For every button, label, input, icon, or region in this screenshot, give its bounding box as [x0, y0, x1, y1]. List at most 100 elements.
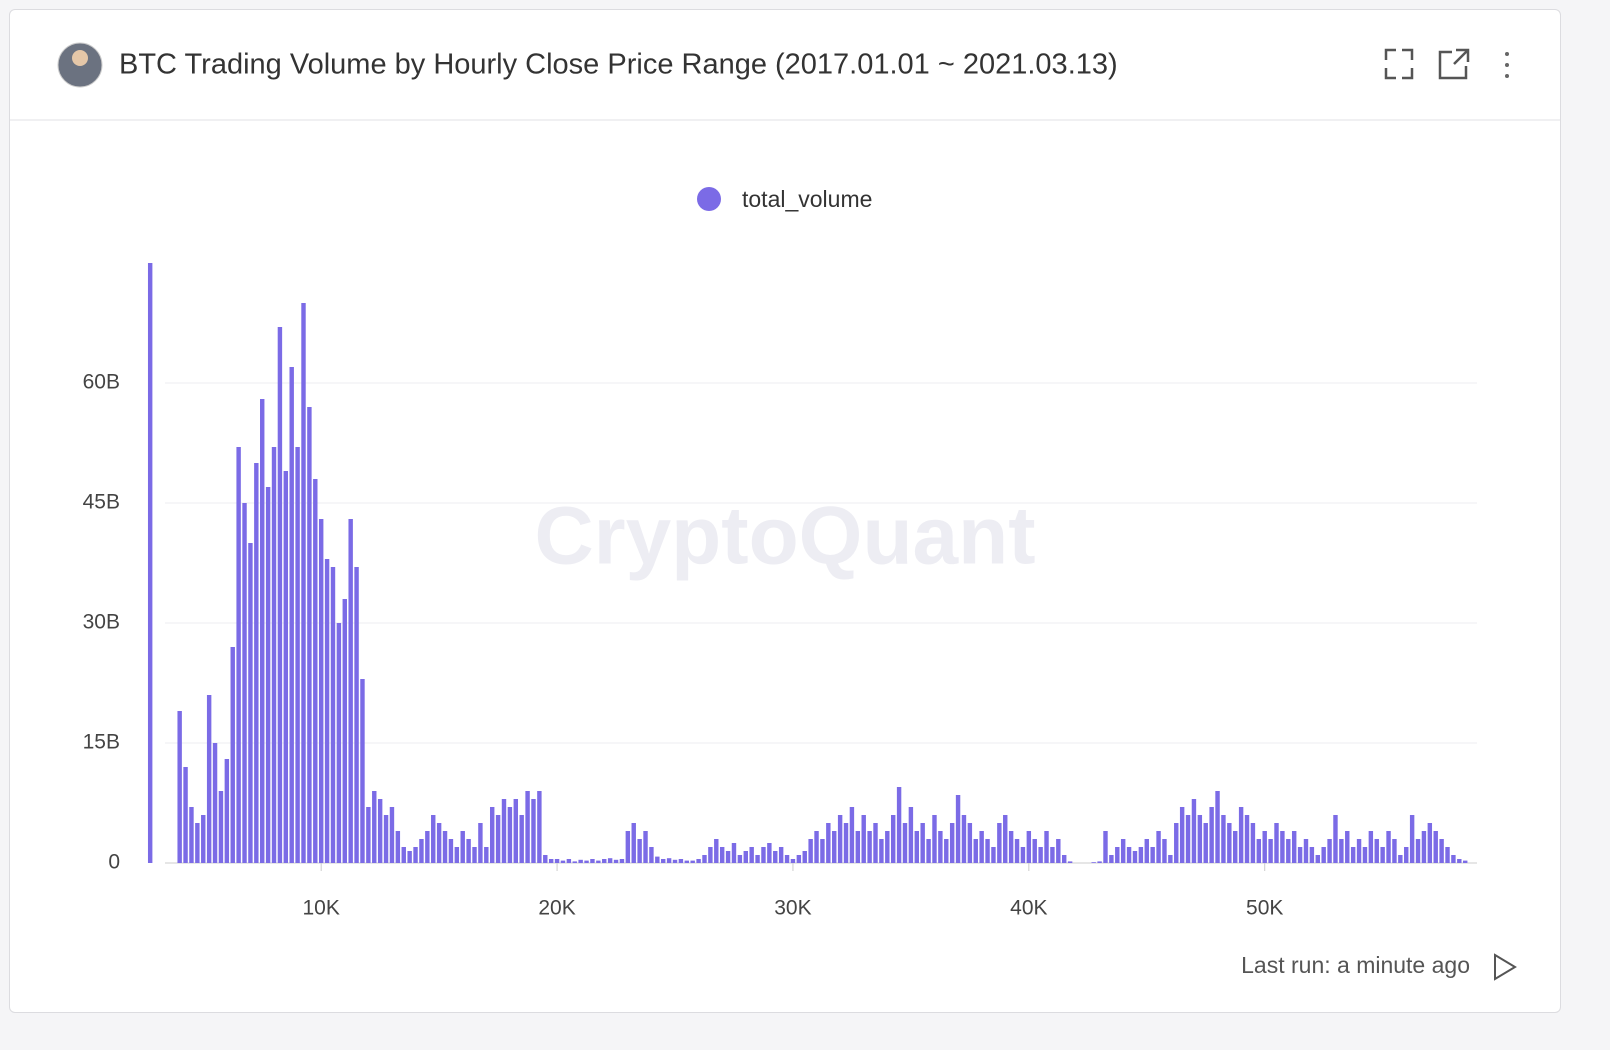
bar [914, 831, 919, 863]
bar [1439, 839, 1444, 863]
bar [814, 831, 819, 863]
bar [661, 859, 666, 863]
bar [1238, 807, 1244, 863]
bar [1404, 847, 1409, 863]
bar [448, 839, 454, 863]
bar [531, 799, 536, 863]
bar [619, 859, 625, 863]
bar [944, 839, 949, 863]
run-button[interactable] [1494, 953, 1517, 981]
bar [1050, 847, 1055, 863]
bar [1227, 823, 1232, 863]
bar [1321, 847, 1326, 863]
bar [1221, 815, 1226, 863]
bar [271, 447, 277, 863]
bar [643, 831, 648, 863]
bar [495, 815, 501, 863]
bar [1209, 807, 1214, 863]
bar [1368, 831, 1374, 863]
bar [425, 831, 430, 863]
bar [755, 855, 760, 863]
bar [1020, 847, 1026, 863]
bar [1350, 847, 1356, 863]
y-tick-label: 30B [83, 611, 120, 634]
bar [778, 847, 784, 863]
bar [436, 823, 442, 863]
bar [1333, 815, 1338, 863]
x-tick-label: 50K [1246, 897, 1283, 920]
legend-marker [697, 187, 721, 211]
fullscreen-button[interactable] [1384, 48, 1414, 80]
bar [1286, 839, 1291, 863]
bar [1262, 831, 1267, 863]
bar [489, 807, 495, 863]
bar [525, 791, 530, 863]
bar [1374, 839, 1379, 863]
bar [861, 815, 866, 863]
bar [1138, 847, 1144, 863]
bar [324, 559, 330, 863]
bar [401, 847, 406, 863]
bar [832, 831, 837, 863]
bar [395, 831, 401, 863]
bar [1008, 831, 1014, 863]
bar [1097, 861, 1102, 863]
more-menu-button[interactable] [1505, 52, 1509, 78]
bar [879, 839, 884, 863]
bar [961, 815, 967, 863]
bar [1386, 831, 1391, 863]
bar [1126, 847, 1132, 863]
bar [572, 861, 577, 863]
bar [460, 831, 465, 863]
bar [566, 859, 572, 863]
x-tick-label: 40K [1010, 897, 1047, 920]
bar [1038, 847, 1043, 863]
bar [631, 823, 636, 863]
bar [224, 759, 230, 863]
bar [248, 543, 253, 863]
bar [383, 815, 389, 863]
bar [366, 807, 371, 863]
bar [790, 859, 796, 863]
bar [749, 847, 754, 863]
bar [1398, 855, 1403, 863]
bar [731, 843, 737, 863]
bar [289, 367, 294, 863]
bar [1445, 847, 1450, 863]
bar [548, 859, 554, 863]
bar [843, 823, 849, 863]
bar [578, 859, 583, 863]
bar [690, 860, 695, 863]
bar [218, 791, 224, 863]
y-tick-label: 60B [83, 371, 120, 394]
bar [1174, 823, 1179, 863]
bar [991, 847, 996, 863]
bar [354, 567, 359, 863]
bar [336, 623, 342, 863]
open-external-button[interactable] [1438, 48, 1470, 80]
bar [1421, 831, 1427, 863]
bar [1203, 823, 1208, 863]
bar [702, 855, 707, 863]
bar [967, 823, 973, 863]
bar [1233, 831, 1238, 863]
bar [855, 831, 861, 863]
bar [147, 263, 153, 863]
bar [1056, 839, 1061, 863]
bar [1297, 847, 1303, 863]
bar [973, 839, 978, 863]
bar [714, 839, 719, 863]
bar [725, 851, 731, 863]
bar [283, 471, 289, 863]
bar [501, 799, 507, 863]
bar [177, 711, 182, 863]
bar [1215, 791, 1220, 863]
bar [1250, 823, 1256, 863]
bar [602, 859, 607, 863]
bar [820, 839, 825, 863]
bar [719, 847, 725, 863]
bar [1109, 855, 1114, 863]
avatar-face [72, 50, 88, 66]
bar [885, 831, 890, 863]
